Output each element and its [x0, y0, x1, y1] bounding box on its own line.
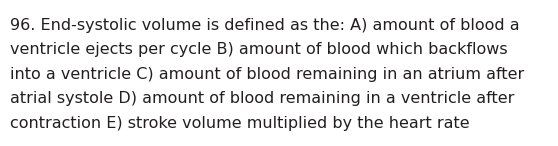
Text: 96. End-systolic volume is defined as the: A) amount of blood a: 96. End-systolic volume is defined as th…	[10, 18, 519, 33]
Text: into a ventricle C) amount of blood remaining in an atrium after: into a ventricle C) amount of blood rema…	[10, 67, 525, 82]
Text: ventricle ejects per cycle B) amount of blood which backflows: ventricle ejects per cycle B) amount of …	[10, 42, 508, 58]
Text: atrial systole D) amount of blood remaining in a ventricle after: atrial systole D) amount of blood remain…	[10, 92, 514, 106]
Text: contraction E) stroke volume multiplied by the heart rate: contraction E) stroke volume multiplied …	[10, 116, 470, 131]
